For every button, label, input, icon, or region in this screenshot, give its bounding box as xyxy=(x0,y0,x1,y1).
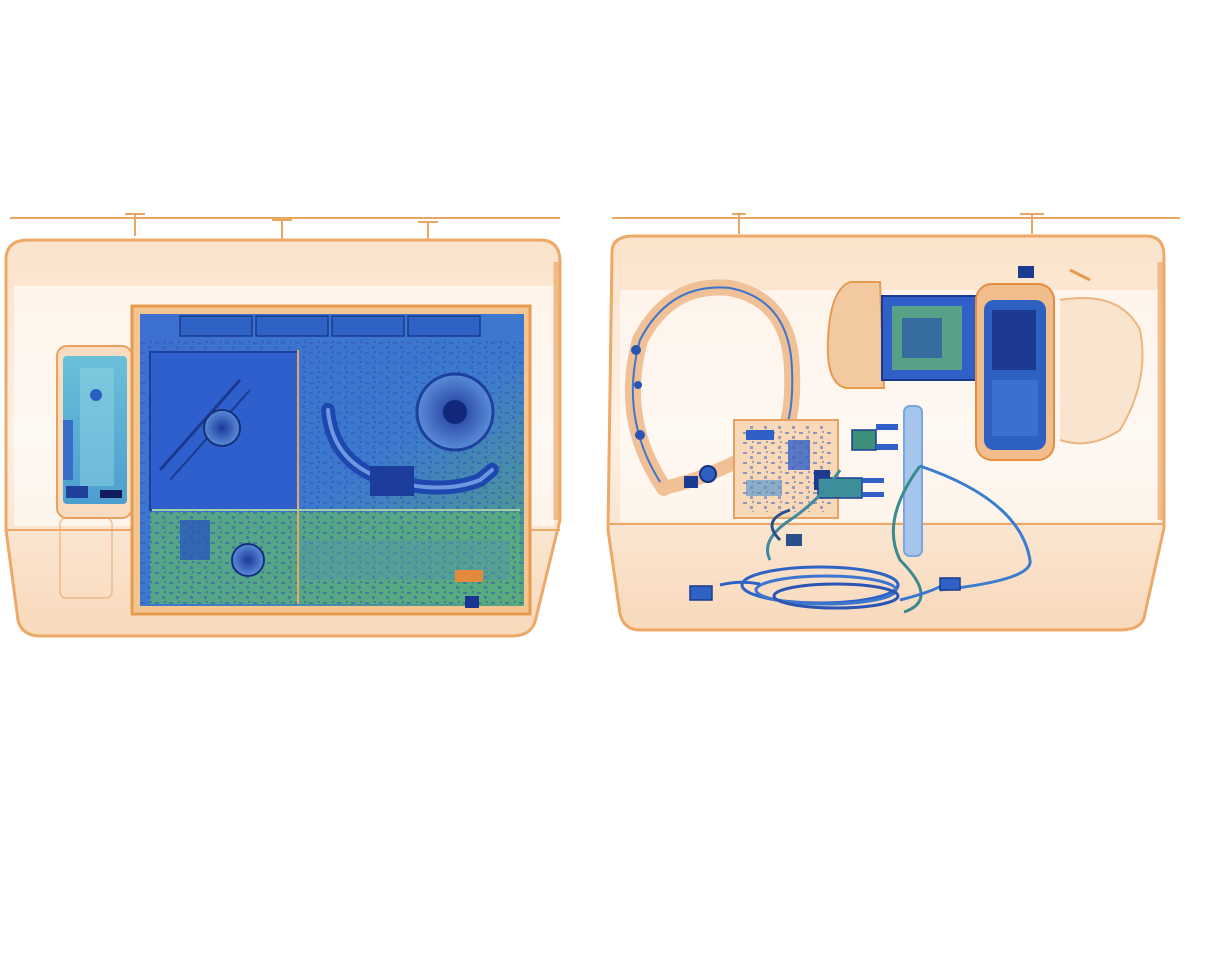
drive-spindle xyxy=(203,409,241,447)
usb-cable xyxy=(689,405,1032,614)
battery-cells xyxy=(179,315,481,337)
tray-rim-hooks xyxy=(612,213,1180,234)
camera xyxy=(826,266,1144,461)
smartphone xyxy=(56,345,133,599)
laptop xyxy=(130,304,532,616)
headphones xyxy=(624,279,801,496)
left-bin xyxy=(4,213,562,638)
power-adapter-plug xyxy=(817,424,898,499)
circuit-board xyxy=(733,419,839,519)
right-bin xyxy=(606,213,1180,632)
tray-rim-hooks xyxy=(10,213,560,240)
